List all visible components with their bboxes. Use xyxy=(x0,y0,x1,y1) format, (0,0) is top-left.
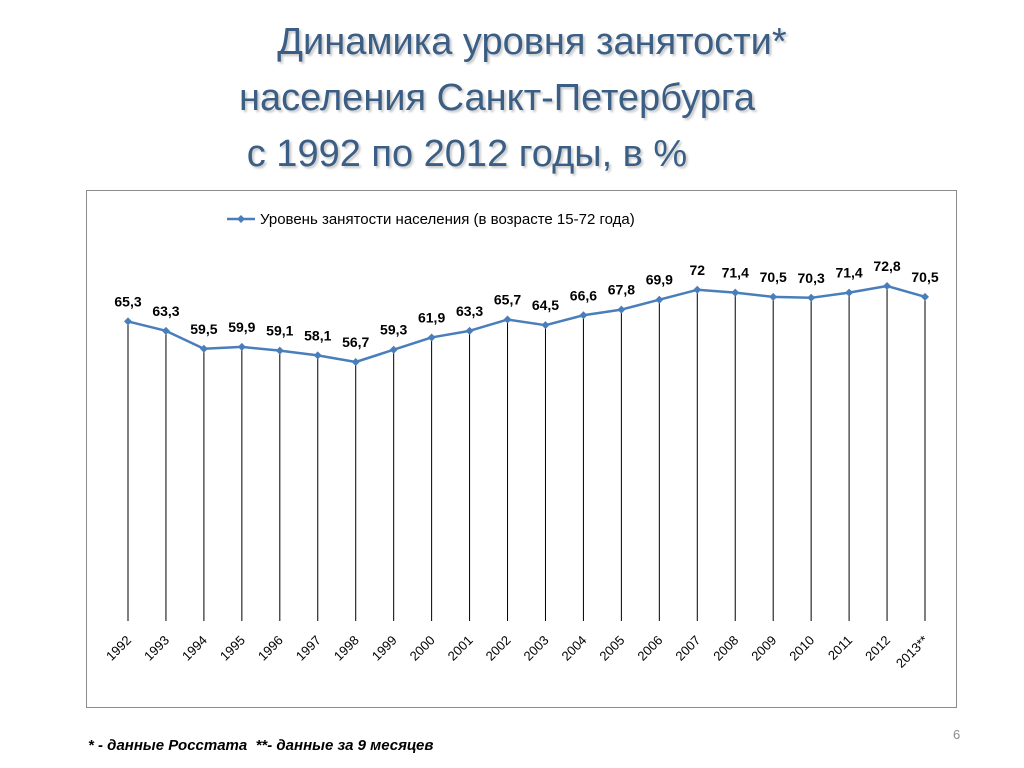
title-line-2: населения Санкт-Петербурга xyxy=(239,77,755,119)
data-label: 66,6 xyxy=(570,287,597,303)
data-point-marker xyxy=(541,321,550,330)
x-tick-label: 2005 xyxy=(596,633,627,664)
legend-marker xyxy=(237,215,245,223)
page-number: 6 xyxy=(953,727,961,742)
x-tick-label: 2006 xyxy=(634,633,665,664)
data-label: 59,5 xyxy=(190,321,217,337)
data-point-marker xyxy=(161,326,170,335)
data-label: 59,3 xyxy=(380,322,407,338)
chart-area: 65,3 63,3 59,5 59,9 59,1 58,1 56,7 59,3 61,9 63,3… xyxy=(86,190,957,708)
x-tick-label: 2011 xyxy=(825,633,855,663)
data-point-marker xyxy=(124,317,132,326)
data-label: 72,8 xyxy=(873,258,900,274)
x-tick-label: 2001 xyxy=(445,633,476,664)
data-point-marker xyxy=(351,358,360,366)
x-tick-label: 1996 xyxy=(255,633,286,664)
data-point-marker xyxy=(655,295,664,304)
data-label: 69,9 xyxy=(646,272,673,288)
data-point-marker xyxy=(389,345,398,354)
data-label: 70,3 xyxy=(798,270,825,286)
data-point-marker xyxy=(693,285,702,294)
data-point-marker xyxy=(921,292,929,301)
x-tick-label: 2002 xyxy=(483,633,514,664)
data-label: 56,7 xyxy=(342,334,369,350)
data-point-marker xyxy=(617,305,626,314)
x-tick-label: 2013** xyxy=(893,633,931,671)
x-tick-label: 1995 xyxy=(217,633,248,664)
data-point-marker xyxy=(313,351,322,360)
data-label: 72 xyxy=(689,262,705,278)
x-tick-label: 1999 xyxy=(369,633,400,664)
data-label: 67,8 xyxy=(608,282,635,298)
data-label: 70,5 xyxy=(760,269,787,285)
data-point-marker xyxy=(503,315,512,324)
title-line-1: Динамика уровня занятости* xyxy=(277,21,787,63)
data-point-marker xyxy=(769,292,778,301)
slide-title: Динамика уровня занятости* населения Сан… xyxy=(0,14,1024,182)
data-label: 71,4 xyxy=(835,265,862,281)
x-tick-label: 2003 xyxy=(521,633,552,664)
data-point-marker xyxy=(465,326,474,335)
data-point-marker xyxy=(427,333,436,342)
x-tick-label: 1992 xyxy=(103,633,134,664)
x-tick-label: 1998 xyxy=(331,633,362,664)
x-tick-label: 2004 xyxy=(558,633,589,664)
x-tick-label: 1997 xyxy=(293,633,324,664)
data-point-marker xyxy=(579,311,588,320)
x-tick-label: 2010 xyxy=(786,633,817,664)
data-label: 65,7 xyxy=(494,292,521,308)
x-tick-label: 2000 xyxy=(407,633,438,664)
line-chart: 65,3 63,3 59,5 59,9 59,1 58,1 56,7 59,3 61,9 63,3… xyxy=(103,211,939,671)
title-line-3: с 1992 по 2012 годы, в % xyxy=(246,133,688,175)
x-tick-label: 2009 xyxy=(748,633,779,664)
data-label: 71,4 xyxy=(722,265,749,281)
data-label: 59,9 xyxy=(228,319,255,335)
data-point-marker xyxy=(275,346,284,355)
data-point-marker xyxy=(237,342,246,351)
x-tick-label: 2007 xyxy=(672,633,703,664)
x-tick-label: 2012 xyxy=(862,633,893,664)
x-tick-label: 1994 xyxy=(179,633,210,664)
data-point-marker xyxy=(807,293,816,302)
data-label: 70,5 xyxy=(911,269,938,285)
data-point-marker xyxy=(731,288,740,297)
x-tick-label: 1993 xyxy=(141,633,172,664)
data-label: 64,5 xyxy=(532,297,559,313)
footnote: * - данные Росстата **- данные за 9 меся… xyxy=(88,737,434,754)
data-point-marker xyxy=(883,282,892,290)
data-label: 65,3 xyxy=(114,293,141,309)
x-tick-label: 2008 xyxy=(710,633,741,664)
data-point-marker xyxy=(199,344,208,353)
legend-label: Уровень занятости населения (в возрасте … xyxy=(260,211,635,228)
data-label: 58,1 xyxy=(304,327,331,343)
data-label: 59,1 xyxy=(266,323,293,339)
data-label: 63,3 xyxy=(152,303,179,319)
series-line xyxy=(127,284,926,364)
data-label: 61,9 xyxy=(418,309,445,325)
data-label: 63,3 xyxy=(456,303,483,319)
data-point-marker xyxy=(845,288,854,297)
